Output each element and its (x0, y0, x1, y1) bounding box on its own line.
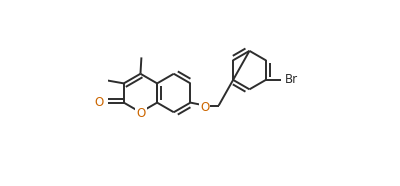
Text: O: O (200, 101, 210, 114)
Text: O: O (94, 96, 104, 109)
Text: O: O (136, 107, 146, 120)
Text: Br: Br (284, 73, 298, 86)
